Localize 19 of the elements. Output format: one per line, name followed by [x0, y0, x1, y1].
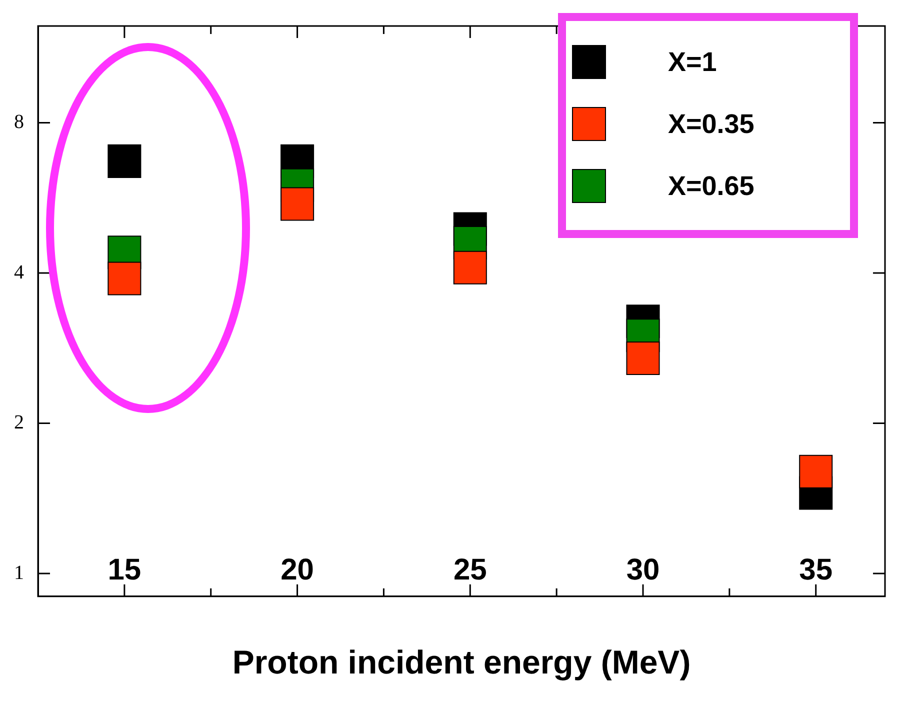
point	[626, 341, 660, 375]
y-tick-label: 2	[14, 412, 24, 434]
y-tick-label: 4	[14, 261, 24, 284]
x-tick-label: 20	[280, 554, 314, 587]
x-axis-title: Proton incident energy (MeV)	[232, 643, 691, 680]
legend-label: X=1	[668, 46, 717, 78]
x-tick-label: 30	[626, 554, 660, 587]
point	[799, 454, 833, 488]
point	[453, 250, 487, 284]
y-tick-label: 8	[14, 111, 24, 133]
x-tick-label: 25	[453, 554, 487, 587]
legend-label: X=0.65	[668, 170, 754, 202]
legend-label: X=0.35	[668, 108, 754, 140]
point	[108, 262, 142, 296]
x-tick-label: 35	[799, 554, 833, 587]
point	[108, 144, 142, 178]
x-tick-label: 15	[108, 554, 142, 587]
y-tick-label: 1	[14, 562, 24, 584]
point	[280, 187, 314, 221]
